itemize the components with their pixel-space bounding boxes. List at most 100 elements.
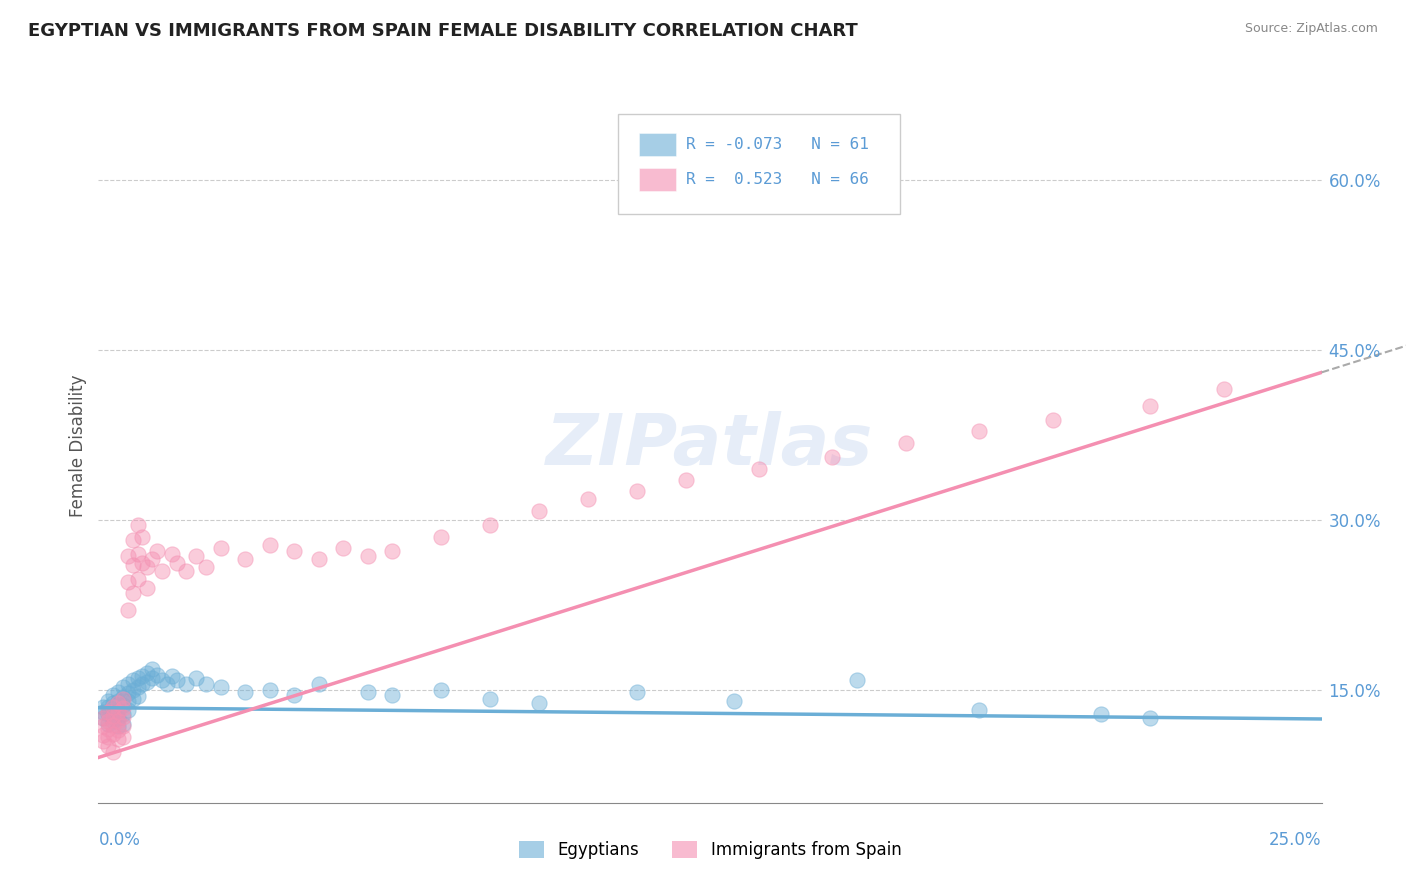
- Point: [111, 707, 134, 722]
- Point: [117, 574, 139, 589]
- Point: [478, 691, 501, 706]
- Point: [576, 492, 599, 507]
- Point: [101, 714, 124, 729]
- Point: [160, 547, 183, 561]
- Point: [117, 677, 139, 691]
- Point: [1212, 383, 1234, 397]
- Point: [127, 547, 149, 561]
- Point: [332, 541, 354, 555]
- Point: [127, 671, 149, 685]
- Point: [97, 699, 120, 714]
- Point: [117, 686, 139, 700]
- Point: [527, 503, 550, 517]
- Point: [131, 677, 153, 691]
- Point: [101, 699, 124, 714]
- Point: [107, 685, 129, 699]
- Point: [723, 694, 745, 708]
- Point: [1139, 711, 1161, 725]
- Point: [111, 698, 134, 713]
- Point: [259, 682, 281, 697]
- Text: R = -0.073   N = 61: R = -0.073 N = 61: [686, 136, 869, 152]
- Point: [117, 703, 139, 717]
- Point: [233, 552, 256, 566]
- Point: [101, 688, 124, 702]
- Point: [91, 719, 114, 733]
- Point: [111, 680, 134, 694]
- Point: [160, 669, 183, 683]
- Point: [111, 690, 134, 705]
- Point: [626, 484, 648, 499]
- Point: [127, 518, 149, 533]
- Point: [141, 662, 163, 676]
- Point: [91, 733, 114, 747]
- Point: [308, 677, 330, 691]
- Point: [1139, 400, 1161, 414]
- Point: [146, 668, 169, 682]
- Point: [209, 680, 232, 694]
- Point: [107, 714, 129, 729]
- Point: [127, 680, 149, 694]
- Point: [967, 703, 990, 717]
- FancyBboxPatch shape: [640, 133, 676, 155]
- Point: [675, 473, 697, 487]
- Point: [127, 690, 149, 704]
- Text: EGYPTIAN VS IMMIGRANTS FROM SPAIN FEMALE DISABILITY CORRELATION CHART: EGYPTIAN VS IMMIGRANTS FROM SPAIN FEMALE…: [28, 22, 858, 40]
- Y-axis label: Female Disability: Female Disability: [69, 375, 87, 517]
- Point: [117, 694, 139, 708]
- Point: [101, 727, 124, 741]
- Point: [967, 424, 990, 438]
- Point: [150, 564, 173, 578]
- Point: [121, 682, 143, 697]
- Point: [209, 541, 232, 555]
- Point: [97, 716, 120, 731]
- Point: [195, 677, 218, 691]
- Point: [131, 669, 153, 683]
- Point: [107, 696, 129, 710]
- Legend: Egyptians, Immigrants from Spain: Egyptians, Immigrants from Spain: [512, 834, 908, 866]
- Point: [283, 544, 305, 558]
- Point: [97, 730, 120, 744]
- FancyBboxPatch shape: [640, 169, 676, 191]
- Text: R =  0.523   N = 66: R = 0.523 N = 66: [686, 172, 869, 187]
- Point: [111, 716, 134, 731]
- Point: [101, 745, 124, 759]
- Point: [136, 674, 159, 689]
- Text: ZIPatlas: ZIPatlas: [547, 411, 873, 481]
- Point: [136, 665, 159, 680]
- Point: [894, 435, 917, 450]
- Point: [107, 703, 129, 717]
- Point: [101, 705, 124, 719]
- Point: [146, 544, 169, 558]
- Point: [176, 677, 198, 691]
- Point: [97, 722, 120, 736]
- FancyBboxPatch shape: [619, 114, 900, 214]
- Point: [381, 544, 404, 558]
- Point: [111, 691, 134, 706]
- Point: [111, 709, 134, 723]
- Point: [107, 711, 129, 725]
- Point: [107, 719, 129, 733]
- Text: 0.0%: 0.0%: [98, 831, 141, 849]
- Point: [283, 688, 305, 702]
- Point: [101, 696, 124, 710]
- Point: [430, 682, 453, 697]
- Point: [176, 564, 198, 578]
- Point: [97, 714, 120, 729]
- Text: Source: ZipAtlas.com: Source: ZipAtlas.com: [1244, 22, 1378, 36]
- Point: [111, 719, 134, 733]
- Point: [121, 586, 143, 600]
- Point: [150, 673, 173, 688]
- Point: [107, 705, 129, 719]
- Point: [186, 549, 208, 563]
- Point: [117, 603, 139, 617]
- Point: [478, 518, 501, 533]
- Point: [186, 671, 208, 685]
- Point: [131, 556, 153, 570]
- Point: [107, 723, 129, 738]
- Point: [127, 572, 149, 586]
- Point: [141, 671, 163, 685]
- Point: [1090, 707, 1112, 722]
- Point: [117, 549, 139, 563]
- Point: [101, 717, 124, 731]
- Point: [356, 685, 378, 699]
